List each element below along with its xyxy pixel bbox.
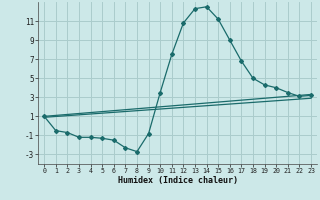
X-axis label: Humidex (Indice chaleur): Humidex (Indice chaleur) bbox=[118, 176, 238, 185]
